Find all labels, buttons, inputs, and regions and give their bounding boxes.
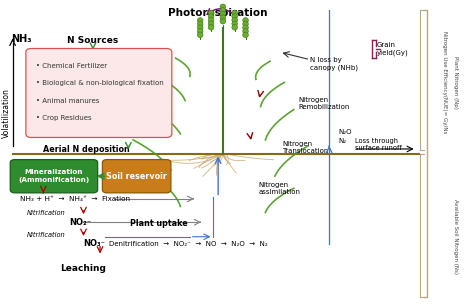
- Ellipse shape: [208, 25, 214, 30]
- Text: • Biological & non-biological fixation: • Biological & non-biological fixation: [36, 80, 164, 86]
- Ellipse shape: [232, 10, 237, 16]
- Text: Nitrification: Nitrification: [27, 210, 65, 216]
- Text: Aerial N deposition: Aerial N deposition: [43, 145, 130, 154]
- FancyBboxPatch shape: [10, 160, 98, 193]
- Text: Grain
yield(Gy): Grain yield(Gy): [376, 42, 408, 56]
- Text: NO₃⁻: NO₃⁻: [83, 239, 106, 248]
- Ellipse shape: [243, 32, 248, 38]
- Ellipse shape: [197, 32, 203, 38]
- Ellipse shape: [197, 21, 203, 27]
- Text: Volatilization: Volatilization: [2, 88, 11, 138]
- FancyBboxPatch shape: [26, 49, 172, 137]
- FancyBboxPatch shape: [102, 160, 171, 193]
- Ellipse shape: [208, 14, 214, 19]
- Ellipse shape: [197, 25, 203, 30]
- Text: Nitrification: Nitrification: [27, 232, 65, 238]
- Ellipse shape: [208, 17, 214, 23]
- Text: Plant uptake: Plant uptake: [130, 219, 188, 228]
- Text: NH₃ + H⁺  →  NH₄⁺  →  Fixation: NH₃ + H⁺ → NH₄⁺ → Fixation: [20, 196, 130, 202]
- Ellipse shape: [243, 18, 248, 23]
- Text: Plant Nitrogen (Np): Plant Nitrogen (Np): [453, 56, 458, 109]
- Ellipse shape: [232, 17, 237, 23]
- Ellipse shape: [208, 10, 214, 16]
- Ellipse shape: [232, 21, 237, 26]
- Text: Available Soil Nitrogen (Ns): Available Soil Nitrogen (Ns): [453, 199, 458, 274]
- Text: • Crop Residues: • Crop Residues: [36, 116, 92, 121]
- Text: Loss through
surface runoff: Loss through surface runoff: [355, 138, 402, 151]
- Ellipse shape: [197, 18, 203, 23]
- Text: Soil reservoir: Soil reservoir: [106, 172, 167, 181]
- Text: N₂O: N₂O: [338, 129, 352, 135]
- Ellipse shape: [243, 29, 248, 34]
- Text: NH₃: NH₃: [11, 33, 32, 43]
- Text: NO₂⁻: NO₂⁻: [69, 218, 91, 227]
- Ellipse shape: [220, 8, 226, 13]
- Text: N Sources: N Sources: [67, 36, 118, 45]
- Text: N loss by
canopy (NHb): N loss by canopy (NHb): [310, 57, 358, 71]
- Ellipse shape: [220, 15, 226, 20]
- Ellipse shape: [208, 21, 214, 26]
- Text: N₂: N₂: [338, 138, 347, 144]
- Text: • Animal manures: • Animal manures: [36, 98, 100, 104]
- Text: Nitrogen
Translocation: Nitrogen Translocation: [282, 141, 328, 154]
- Text: Mineralization
(Ammonification): Mineralization (Ammonification): [18, 169, 90, 183]
- Text: Nitrogen
assimilation: Nitrogen assimilation: [258, 182, 301, 195]
- Ellipse shape: [232, 14, 237, 19]
- Ellipse shape: [243, 25, 248, 30]
- Text: Photorespiration: Photorespiration: [168, 8, 268, 18]
- Ellipse shape: [220, 19, 226, 24]
- Ellipse shape: [243, 21, 248, 27]
- Ellipse shape: [197, 29, 203, 34]
- Text: Nitrogen Use Efficiency(NUE)= Gy/Ns: Nitrogen Use Efficiency(NUE)= Gy/Ns: [441, 31, 447, 133]
- Text: • Chemical Fertilizer: • Chemical Fertilizer: [36, 63, 107, 69]
- Ellipse shape: [232, 25, 237, 30]
- Text: Leaching: Leaching: [61, 264, 107, 273]
- Text: Nitrogen
Remobilization: Nitrogen Remobilization: [299, 97, 350, 110]
- Ellipse shape: [220, 4, 226, 9]
- Ellipse shape: [220, 11, 226, 17]
- Text: Denitrification  →  NO₂⁻  →  NO  →  N₂O  →  N₂: Denitrification → NO₂⁻ → NO → N₂O → N₂: [109, 241, 267, 247]
